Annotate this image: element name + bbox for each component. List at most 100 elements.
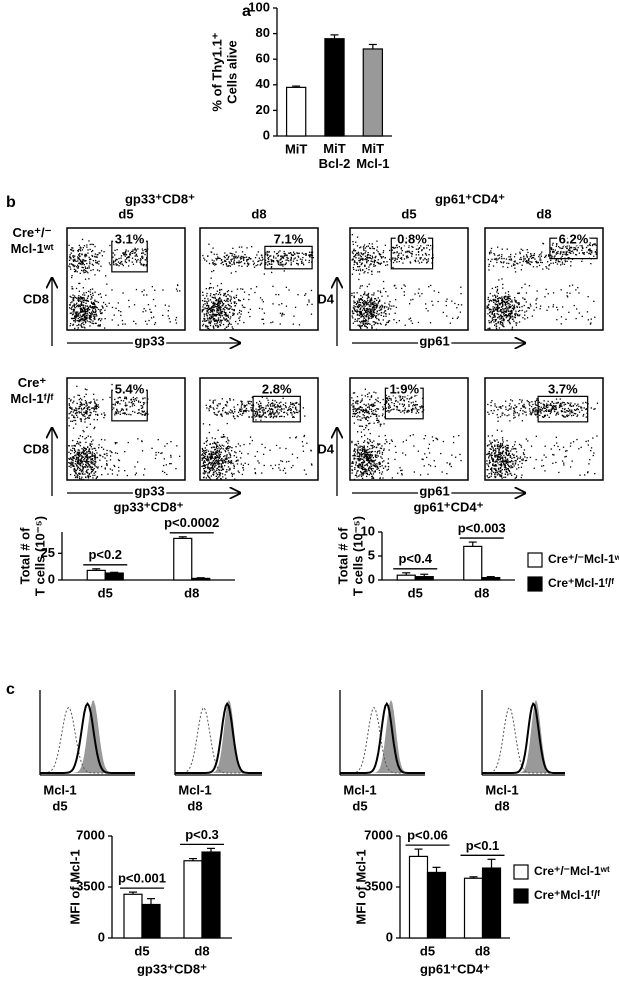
dot	[372, 257, 373, 258]
dot	[365, 389, 366, 390]
dot	[239, 320, 240, 321]
dot	[154, 290, 155, 291]
dot	[83, 300, 84, 301]
day-label: d5	[118, 206, 133, 221]
dot	[364, 300, 365, 301]
bar	[410, 856, 428, 938]
dot	[117, 474, 118, 475]
dot	[304, 415, 305, 416]
dot	[564, 254, 565, 255]
dot	[366, 259, 367, 260]
dot	[262, 308, 263, 309]
dot	[234, 411, 235, 412]
dot	[76, 459, 77, 460]
dot	[396, 261, 397, 262]
dot	[353, 458, 354, 459]
dot	[142, 248, 143, 249]
dot	[367, 438, 368, 439]
dot	[75, 410, 76, 411]
dot	[235, 461, 236, 462]
dot	[224, 318, 225, 319]
dot	[362, 285, 363, 286]
dot	[250, 309, 251, 310]
dot	[227, 301, 228, 302]
dot	[280, 313, 281, 314]
dot	[206, 407, 207, 408]
dot	[380, 263, 381, 264]
dot	[564, 251, 565, 252]
dot	[231, 306, 232, 307]
dot	[82, 436, 83, 437]
chart-title: gp33⁺CD8⁺	[113, 499, 183, 514]
dot	[267, 404, 268, 405]
dot	[369, 439, 370, 440]
y-tick-label: 0	[263, 127, 270, 142]
dot	[73, 250, 74, 251]
dot	[275, 258, 276, 259]
dot	[93, 411, 94, 412]
dot	[496, 291, 497, 292]
dot	[213, 460, 214, 461]
dot	[358, 476, 359, 477]
dot	[362, 449, 363, 450]
dot	[84, 295, 85, 296]
dot	[490, 250, 491, 251]
dot	[78, 408, 79, 409]
dot	[220, 309, 221, 310]
dot	[506, 310, 507, 311]
dot	[548, 306, 549, 307]
dot	[88, 453, 89, 454]
dot	[429, 249, 430, 250]
dot	[558, 260, 559, 261]
dot	[359, 409, 360, 410]
dot	[80, 247, 81, 248]
dot	[364, 447, 365, 448]
column-header: gp61⁺CD4⁺	[435, 191, 505, 206]
dot	[367, 300, 368, 301]
dot	[297, 294, 298, 295]
dot	[70, 304, 71, 305]
dot	[281, 303, 282, 304]
dot	[516, 306, 517, 307]
dot	[404, 291, 405, 292]
dot	[90, 259, 91, 260]
dot	[360, 269, 361, 270]
dot	[72, 440, 73, 441]
dot	[116, 412, 117, 413]
dot	[356, 263, 357, 264]
dot	[497, 298, 498, 299]
dot	[402, 263, 403, 264]
dot	[221, 283, 222, 284]
dot	[370, 441, 371, 442]
dot	[73, 259, 74, 260]
dot	[116, 264, 117, 265]
dot	[416, 254, 417, 255]
dot	[121, 255, 122, 256]
dot	[588, 296, 589, 297]
dot	[414, 293, 415, 294]
row-label-line: Mcl-1ʷᵗ	[11, 241, 54, 256]
dot	[361, 306, 362, 307]
dot	[370, 314, 371, 315]
x-tick-label-line: Mcl-1	[356, 156, 389, 171]
dot	[501, 296, 502, 297]
dot	[91, 446, 92, 447]
dot	[70, 458, 71, 459]
dot	[360, 270, 361, 271]
dot	[363, 449, 364, 450]
dot	[204, 301, 205, 302]
dot	[260, 412, 261, 413]
dot	[530, 305, 531, 306]
dot	[82, 461, 83, 462]
dot	[233, 399, 234, 400]
dot	[380, 292, 381, 293]
dot	[360, 426, 361, 427]
dot	[92, 293, 93, 294]
dot	[220, 258, 221, 259]
dot	[238, 265, 239, 266]
dot	[381, 257, 382, 258]
annotation: p<0.001	[118, 871, 166, 886]
dot	[216, 408, 217, 409]
dot	[401, 288, 402, 289]
dot	[364, 453, 365, 454]
